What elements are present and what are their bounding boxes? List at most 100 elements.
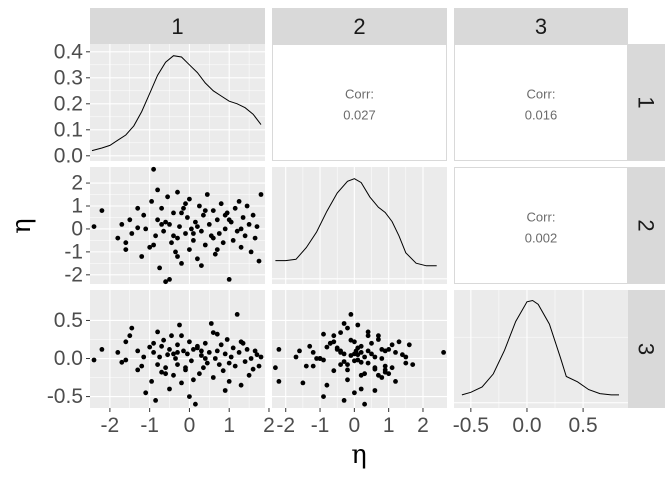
data-point <box>159 343 165 349</box>
data-point <box>202 242 208 248</box>
data-point <box>147 344 153 350</box>
data-point <box>167 347 172 352</box>
data-point <box>199 263 204 268</box>
strip-col-1 <box>90 8 265 44</box>
strip-col-label-3: 3 <box>535 14 547 39</box>
data-point <box>195 256 200 262</box>
data-point <box>365 333 371 339</box>
data-point <box>331 368 337 374</box>
data-point <box>161 337 167 343</box>
data-point <box>362 371 367 377</box>
data-point <box>345 325 350 331</box>
data-point <box>204 192 210 197</box>
strip-col-label-1: 1 <box>171 14 183 39</box>
data-point <box>173 356 178 361</box>
data-point <box>175 235 180 241</box>
data-point <box>212 251 218 257</box>
data-point <box>197 203 202 209</box>
data-point <box>293 354 299 360</box>
data-point <box>151 350 157 355</box>
data-point <box>389 365 395 371</box>
data-point <box>181 205 186 211</box>
data-point <box>155 217 161 223</box>
data-point <box>244 347 250 352</box>
data-point <box>191 377 196 383</box>
data-point <box>216 231 222 236</box>
data-point <box>254 224 260 230</box>
x-tick-label: -2 <box>276 414 295 437</box>
data-point <box>355 352 361 358</box>
data-point <box>123 357 129 363</box>
data-point <box>222 226 228 232</box>
data-point <box>341 321 347 326</box>
strip-col-2 <box>272 8 447 44</box>
data-point <box>393 350 398 355</box>
data-point <box>157 265 163 271</box>
data-point <box>238 226 244 232</box>
data-point <box>307 343 313 349</box>
data-point <box>153 398 159 403</box>
data-point <box>256 363 262 369</box>
data-point <box>250 366 256 372</box>
data-point <box>244 203 250 209</box>
data-point <box>230 238 236 243</box>
data-point <box>355 322 361 328</box>
data-point <box>242 233 248 239</box>
data-point <box>365 329 371 335</box>
data-point <box>175 189 180 195</box>
data-point <box>400 352 405 358</box>
data-point <box>206 350 212 355</box>
data-point <box>210 235 216 241</box>
data-point <box>321 357 326 363</box>
data-point <box>226 360 232 366</box>
data-point <box>195 224 200 230</box>
data-point <box>185 215 190 220</box>
data-point <box>175 342 180 348</box>
data-point <box>358 386 364 392</box>
x-tick-label: 0.5 <box>568 414 597 437</box>
y-tick-label: -1 <box>64 240 83 263</box>
data-point <box>183 365 188 371</box>
data-point <box>220 368 226 374</box>
x-tick-label: 0 <box>349 414 361 437</box>
data-point <box>171 210 176 216</box>
data-point <box>210 330 216 335</box>
data-point <box>155 187 161 193</box>
data-point <box>91 224 97 230</box>
data-point <box>169 240 174 246</box>
data-point <box>214 247 220 253</box>
data-point <box>252 235 258 241</box>
x-tick-label: 1 <box>223 414 235 437</box>
data-point <box>123 247 129 253</box>
panel-bg-1-1 <box>90 44 265 161</box>
data-point <box>206 222 212 227</box>
data-point <box>201 212 206 218</box>
data-point <box>403 354 409 360</box>
data-point <box>210 375 216 380</box>
data-point <box>222 351 228 357</box>
data-point <box>187 339 192 345</box>
x-tick-label: -1 <box>311 414 330 437</box>
strip-row-label-1: 1 <box>634 96 659 108</box>
data-point <box>258 192 264 197</box>
data-point <box>396 339 402 345</box>
data-point <box>179 261 184 266</box>
data-point <box>139 254 145 259</box>
data-point <box>171 233 176 239</box>
data-point <box>345 377 350 383</box>
data-point <box>236 199 242 204</box>
corr-label: Corr: <box>527 87 556 102</box>
corr-value: 0.002 <box>525 231 558 246</box>
data-point <box>123 240 129 246</box>
data-point <box>369 340 374 346</box>
data-point <box>345 362 350 367</box>
density-curve-2 <box>275 178 437 267</box>
data-point <box>155 362 161 367</box>
y-tick-label: 1 <box>71 195 83 218</box>
data-point <box>214 217 220 223</box>
strip-row-3 <box>628 290 665 408</box>
data-point <box>234 228 240 234</box>
x-tick-label: 0.0 <box>512 414 541 437</box>
data-point <box>441 350 446 355</box>
density-curve-3 <box>461 299 619 396</box>
